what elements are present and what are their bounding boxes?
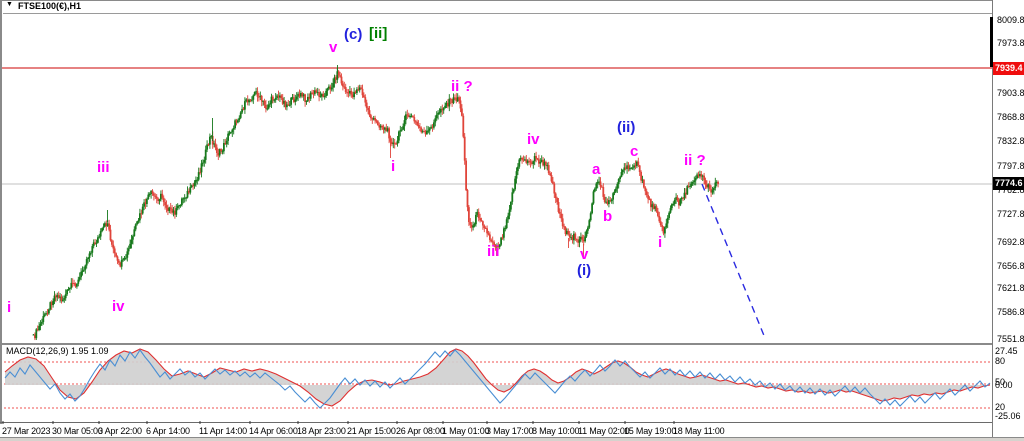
time-axis-label: 18 May 11:00 (673, 426, 725, 436)
macd-scale-label: -25.06 (995, 411, 1021, 421)
wave-annotation-label[interactable]: b (603, 208, 613, 225)
time-axis-label: 3 Apr 22:00 (98, 426, 142, 436)
price-axis-marker-bar (990, 17, 993, 67)
price-tick-label: 7973.8 (997, 38, 1024, 48)
wave-annotation-label[interactable]: (c) (344, 26, 363, 43)
wave-annotation-label[interactable]: v (580, 246, 589, 263)
wave-annotation-label[interactable]: v (329, 39, 338, 56)
wave-annotation-label[interactable]: i (658, 234, 663, 251)
price-tick-label: 7692.8 (997, 237, 1024, 247)
macd-scale-label: 27.45 (995, 346, 1018, 356)
time-axis-label: 27 Mar 2023 (2, 426, 51, 436)
time-axis-label: 14 Apr 06:00 (249, 426, 298, 436)
price-tick-label: 7903.8 (997, 88, 1024, 98)
time-axis-label: 26 Apr 08:00 (396, 426, 445, 436)
price-tick-label: 7762.8 (997, 185, 1024, 195)
price-tick-label: 7727.8 (997, 209, 1024, 219)
time-axis-label: 1 May 01:00 (442, 426, 490, 436)
time-axis-label: 6 Apr 14:00 (146, 426, 190, 436)
time-axis-label: 8 May 10:00 (532, 426, 580, 436)
bid-price-flag: 7774.6 (993, 177, 1024, 190)
time-axis-label: 30 Mar 05:00 (52, 426, 103, 436)
time-axis-label: 11 May 02:00 (578, 426, 630, 436)
macd-indicator (4, 348, 991, 409)
wave-annotation-label[interactable]: a (592, 161, 601, 178)
candlestick-series (32, 65, 719, 341)
time-axis-label: 21 Apr 15:00 (347, 426, 396, 436)
wave-annotation-label[interactable]: iii (487, 243, 500, 260)
price-tick-label: 7586.8 (997, 307, 1024, 317)
price-tick-label: 7621.8 (997, 283, 1024, 293)
macd-scale-label: 50 (995, 377, 1006, 387)
price-tick-label: 7868.8 (997, 112, 1024, 122)
chevron-down-icon[interactable]: ▼ (6, 1, 13, 8)
wave-annotation-label[interactable]: iv (527, 131, 540, 148)
price-tick-label: 7832.8 (997, 136, 1024, 146)
symbol-timeframe-label: FTSE100(€),H1 (18, 1, 82, 11)
wave-annotation-label[interactable]: iii (97, 159, 110, 176)
price-tick-label: 7656.8 (997, 261, 1024, 271)
time-axis-label: 15 May 19:00 (624, 426, 677, 436)
wave-annotation-label[interactable]: (ii) (617, 119, 636, 136)
wave-annotation-label[interactable]: c (630, 143, 639, 160)
wave-annotation-label[interactable]: ii ? (684, 152, 706, 169)
wave-annotation-label[interactable]: i (391, 158, 396, 175)
wave-annotation-label[interactable]: [ii] (369, 25, 388, 42)
resistance-price-flag: 7939.4 (993, 62, 1024, 75)
wave-annotation-label[interactable]: ii ? (451, 78, 473, 95)
time-axis[interactable] (0, 424, 992, 437)
price-tick-label: 8009.8 (997, 15, 1024, 25)
macd-indicator-label: MACD(12,26,9) 1.95 1.09 (6, 346, 109, 356)
symbol-header: ▼ FTSE100(€),H1 (0, 0, 990, 13)
price-tick-label: 7551.8 (997, 334, 1024, 344)
time-axis-label: 18 Apr 23:00 (297, 426, 346, 436)
wave-annotation-label[interactable]: i (7, 299, 12, 316)
wave-annotation-label[interactable]: iv (112, 298, 125, 315)
macd-scale-label: 80 (995, 356, 1006, 366)
price-tick-label: 7797.8 (997, 161, 1024, 171)
wave-annotation-label[interactable]: (i) (577, 262, 592, 279)
projection-trendline[interactable] (701, 183, 766, 339)
macd-scale-label: 0.00 (995, 380, 1013, 390)
time-axis-label: 11 Apr 14:00 (199, 426, 247, 436)
macd-scale-label: 20 (995, 402, 1006, 412)
time-axis-label: 3 May 17:00 (486, 426, 534, 436)
